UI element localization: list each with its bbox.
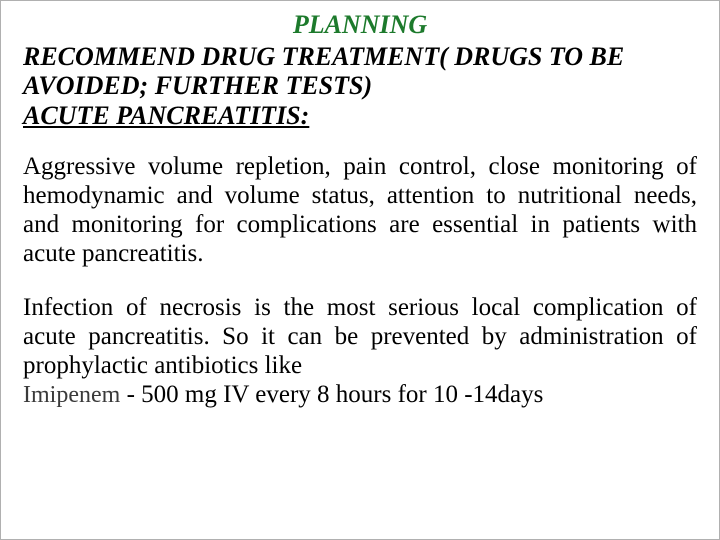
drug-regimen: - 500 mg IV every 8 hours for 10 -14days [120, 381, 543, 408]
drug-name: Imipenem [23, 382, 120, 408]
drug-line: Imipenem - 500 mg IV every 8 hours for 1… [23, 381, 697, 410]
paragraph-infection: Infection of necrosis is the most seriou… [23, 294, 697, 380]
slide-subheading-condition: ACUTE PANCREATITIS: [23, 101, 697, 131]
paragraph-management: Aggressive volume repletion, pain contro… [23, 153, 697, 268]
slide-subheading-recommend: RECOMMEND DRUG TREATMENT( DRUGS TO BE AV… [23, 42, 697, 102]
slide-container: PLANNING RECOMMEND DRUG TREATMENT( DRUGS… [0, 0, 720, 540]
slide-title: PLANNING [23, 11, 697, 40]
